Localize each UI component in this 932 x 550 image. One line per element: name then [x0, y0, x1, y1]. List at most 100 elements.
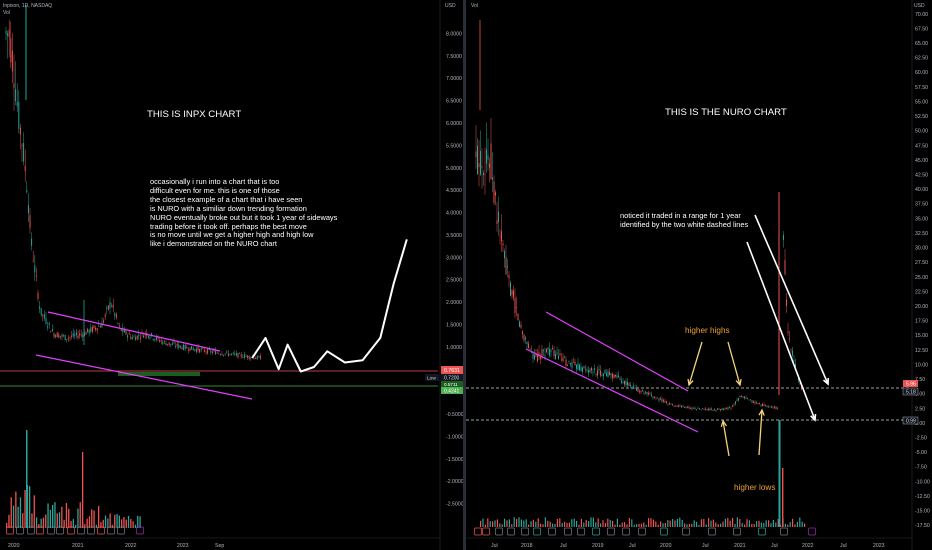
y-axis-tick-label: -2.0000 — [446, 479, 463, 485]
volume-bar — [799, 517, 801, 527]
event-marker-icon — [107, 526, 115, 535]
price-candle — [571, 362, 573, 368]
price-candle — [63, 335, 65, 337]
price-candle — [672, 404, 673, 406]
event-marker-icon — [808, 527, 816, 536]
price-candle — [759, 403, 760, 405]
price-candle — [75, 332, 77, 336]
event-marker-icon — [622, 527, 630, 536]
left-symbol-header: Inpixon, 1D, NASDAQ — [3, 3, 53, 9]
y-axis-tick-label: 50.00 — [915, 129, 928, 135]
volume-bar — [722, 521, 724, 527]
inpx-chart-panel[interactable]: Inpixon, 1D, NASDAQ Vol USD 8.0000 7.5000… — [0, 0, 463, 550]
price-candle — [693, 407, 694, 409]
volume-bar — [626, 524, 628, 527]
price-candle — [495, 192, 496, 196]
y-axis-tick-label: 2.5000 — [446, 278, 462, 284]
volume-bar — [72, 519, 74, 528]
event-marker-icon — [733, 527, 741, 536]
y-axis-tick-label: 12.50 — [915, 348, 928, 354]
volume-bar — [513, 517, 515, 527]
event-marker-icon — [682, 527, 690, 536]
nuro-chart-panel[interactable]: Vol USD 70.00 67.50 65.00 62.50 60.00 57.50 55… — [466, 0, 932, 550]
event-marker-icon — [474, 527, 482, 536]
volume-bar — [660, 521, 662, 527]
price-candle — [74, 334, 76, 336]
projection-curve — [251, 239, 408, 373]
volume-bar — [616, 518, 618, 527]
volume-bar — [662, 523, 664, 527]
price-candle — [120, 329, 122, 331]
volume-bar — [54, 502, 56, 528]
event-marker-icon — [67, 526, 75, 535]
price-candle — [184, 345, 186, 349]
price-candle — [7, 33, 9, 36]
volume-bar — [643, 522, 645, 527]
volume-bar — [134, 524, 137, 528]
y-axis-tick-label: -2.50 — [915, 435, 927, 441]
volume-bar — [559, 518, 561, 527]
price-candle — [207, 349, 209, 354]
price-candle — [133, 336, 135, 338]
price-candle — [543, 349, 544, 351]
price-candle — [8, 29, 10, 38]
price-candle — [774, 406, 775, 408]
price-candle — [556, 352, 558, 354]
price-candle — [628, 383, 630, 386]
panel-divider[interactable] — [463, 0, 466, 550]
price-candle — [106, 308, 108, 310]
current-price-value: 0.7631 — [444, 368, 460, 374]
volume-bar — [15, 491, 17, 528]
price-candle — [138, 334, 140, 337]
price-candle — [765, 404, 766, 406]
x-axis-tick-label: Sep — [215, 543, 224, 549]
volume-bar — [84, 524, 86, 528]
price-candle — [645, 391, 646, 393]
x-axis-tick-label: Jul — [491, 543, 498, 549]
price-candle — [248, 356, 250, 359]
price-candle — [490, 143, 492, 179]
y-axis-tick-label: 3.0000 — [446, 255, 462, 261]
volume-bar — [652, 519, 654, 527]
price-candle — [627, 382, 628, 386]
price-candle — [21, 145, 23, 146]
price-candle — [71, 335, 73, 337]
price-candle — [565, 359, 567, 366]
price-candle — [762, 403, 763, 406]
white-downtrend-arrow-2-head — [822, 377, 830, 386]
price-candle — [191, 345, 193, 350]
nuro-chart-canvas[interactable]: 70.00 67.50 65.00 62.50 60.00 57.50 55.00 52.50… — [466, 0, 932, 550]
volume-bar — [760, 522, 762, 527]
y-axis-tick-label: 47.50 — [915, 143, 928, 149]
price-candle — [159, 340, 161, 342]
price-candle — [117, 322, 119, 324]
volume-bar — [784, 523, 786, 527]
green-price-value: 0.4241 — [444, 389, 460, 395]
price-candle — [205, 351, 207, 353]
volume-bar — [516, 519, 518, 527]
price-candle — [123, 329, 125, 333]
price-candle — [579, 364, 580, 370]
volume-bar — [590, 517, 592, 527]
price-candle — [601, 375, 603, 376]
price-candle — [708, 408, 709, 410]
volume-bar — [655, 521, 657, 527]
volume-bar — [715, 522, 717, 527]
volume-bar — [619, 524, 621, 527]
price-candle — [730, 408, 732, 410]
event-marker-icon — [638, 527, 646, 536]
volume-bar — [681, 519, 683, 527]
price-candle — [651, 394, 652, 397]
price-candle — [56, 332, 58, 338]
price-candle — [631, 387, 633, 389]
price-candle — [32, 260, 34, 262]
inpx-chart-canvas[interactable]: 8.0000 7.5000 7.0000 6.5000 6.0000 5.5000 5.00… — [0, 0, 463, 550]
volume-bar — [114, 514, 116, 528]
volume-bar — [530, 521, 532, 527]
volume-bar — [65, 503, 68, 528]
price-candle — [625, 380, 627, 385]
price-candle — [486, 149, 487, 164]
y-axis-tick-label: 67.50 — [915, 26, 928, 32]
volume-bar — [710, 520, 712, 527]
price-candle — [48, 323, 50, 325]
